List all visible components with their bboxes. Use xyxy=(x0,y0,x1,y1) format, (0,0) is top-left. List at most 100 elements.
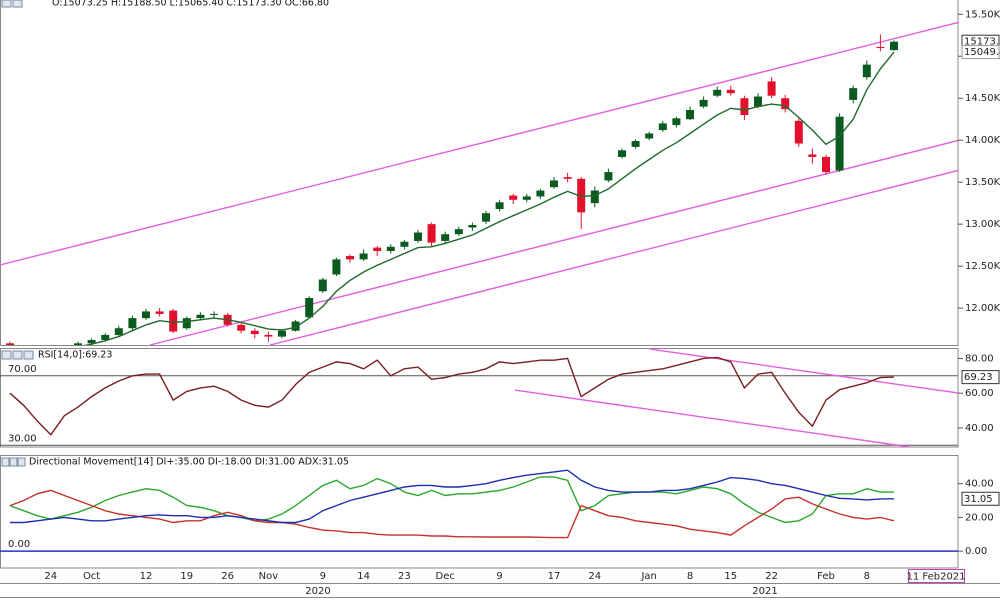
candle-body xyxy=(563,177,572,179)
x-tick-label: 15 xyxy=(724,571,737,582)
icon[interactable] xyxy=(17,457,26,467)
icon[interactable] xyxy=(1,0,12,8)
level-label: 0.00 xyxy=(8,539,30,550)
candle-body xyxy=(359,253,368,260)
x-tick-label: 9 xyxy=(320,571,326,582)
y-tick-label: 12.00K xyxy=(965,303,1000,314)
x-tick-label: Dec xyxy=(436,571,455,582)
candle-body xyxy=(822,156,830,173)
candle-body xyxy=(890,41,898,51)
x-tick-label: 17 xyxy=(548,571,561,582)
y-tick-label: 14.00K xyxy=(965,135,1000,146)
icon[interactable] xyxy=(1,350,12,360)
main-frame xyxy=(0,0,959,346)
dm-header: Directional Movement[14] DI+:35.00 DI-:1… xyxy=(29,457,349,468)
x-tick-label: 24 xyxy=(44,571,57,582)
candle-body xyxy=(754,96,762,107)
candle-body xyxy=(87,339,96,344)
icon[interactable] xyxy=(23,350,34,360)
candle-body xyxy=(386,246,395,251)
date-label: 11 Feb2021 xyxy=(906,572,965,583)
series-line xyxy=(9,489,895,539)
candle-body xyxy=(713,89,722,96)
candle-body xyxy=(250,330,259,335)
y-tick-label: 40.00 xyxy=(965,423,994,434)
candle-body xyxy=(781,98,790,110)
candle-body xyxy=(305,297,314,318)
candle-body xyxy=(237,324,246,331)
candle-body xyxy=(169,310,178,332)
series-line xyxy=(10,469,895,524)
candle-body xyxy=(590,190,599,204)
trendline xyxy=(649,348,958,394)
candle-body xyxy=(210,313,218,315)
candle-body xyxy=(740,98,749,115)
x-tick-label: 9 xyxy=(496,571,502,582)
x-tick-label: Oct xyxy=(83,571,100,582)
candle-body xyxy=(332,259,341,275)
candle-body xyxy=(835,116,844,171)
candle-body xyxy=(699,99,708,107)
plot-area xyxy=(0,348,958,447)
last-value-label: 31.05 xyxy=(964,494,993,505)
icon[interactable] xyxy=(12,0,23,8)
rsi-header: RSI[14,0]:69.23 xyxy=(38,350,112,361)
y-tick-label: 13.00K xyxy=(965,219,1000,230)
trendline xyxy=(514,389,915,447)
candle-body xyxy=(631,141,640,147)
candle-body xyxy=(427,224,436,243)
candle-body xyxy=(522,196,531,200)
candle-body xyxy=(128,318,137,329)
candle-body xyxy=(482,213,490,222)
candle-body xyxy=(278,330,286,337)
candle-body xyxy=(114,328,123,335)
y-tick-label: 14.50K xyxy=(965,93,1000,104)
y-tick-label: 15.50K xyxy=(965,9,1000,20)
y-tick-label: 40.00 xyxy=(965,479,994,490)
x-tick-label: 14 xyxy=(357,571,370,582)
candle-body xyxy=(767,81,776,96)
candle-body xyxy=(318,279,327,292)
level-label: 30.00 xyxy=(8,433,37,444)
y-tick-label: 13.50K xyxy=(965,177,1000,188)
candle-body xyxy=(509,195,518,200)
plot-area xyxy=(0,469,958,552)
icon[interactable] xyxy=(1,457,10,467)
candle-body xyxy=(726,89,735,94)
year-label: 2021 xyxy=(752,586,777,597)
candle-body xyxy=(495,202,504,210)
candle-body xyxy=(6,343,14,345)
candle-body xyxy=(862,64,871,78)
candle-body xyxy=(645,133,654,139)
level-label: 70.00 xyxy=(8,364,37,375)
series-line xyxy=(9,356,895,436)
price-header: O:15073.25 H:15188.50 L:15065.40 C:15173… xyxy=(52,0,329,9)
icon[interactable] xyxy=(12,350,23,360)
candle-body xyxy=(291,321,300,331)
candle-body xyxy=(346,256,354,260)
x-tick-label: 23 xyxy=(398,571,411,582)
last-value-label: 69.23 xyxy=(964,372,993,383)
candle-body xyxy=(658,123,667,131)
moving-average xyxy=(10,51,895,345)
candle-body xyxy=(414,232,422,241)
candle-body xyxy=(618,150,626,157)
candle-body xyxy=(454,229,463,235)
candle-body xyxy=(808,154,817,157)
candle-body xyxy=(74,343,82,345)
trendline xyxy=(269,169,958,345)
trendline xyxy=(0,21,958,266)
x-tick-label: 24 xyxy=(588,571,601,582)
x-tick-label: 8 xyxy=(687,571,693,582)
candle-body xyxy=(264,334,273,337)
plot-area xyxy=(0,21,958,345)
x-tick-label: Feb xyxy=(817,571,835,582)
x-tick-label: Nov xyxy=(259,571,279,582)
icon[interactable] xyxy=(9,457,18,467)
candle-body xyxy=(550,180,558,188)
candle-body xyxy=(876,47,885,49)
candle-body xyxy=(441,234,450,241)
y-tick-label: 0.00 xyxy=(965,546,987,557)
y-tick-label: 80.00 xyxy=(965,353,994,364)
